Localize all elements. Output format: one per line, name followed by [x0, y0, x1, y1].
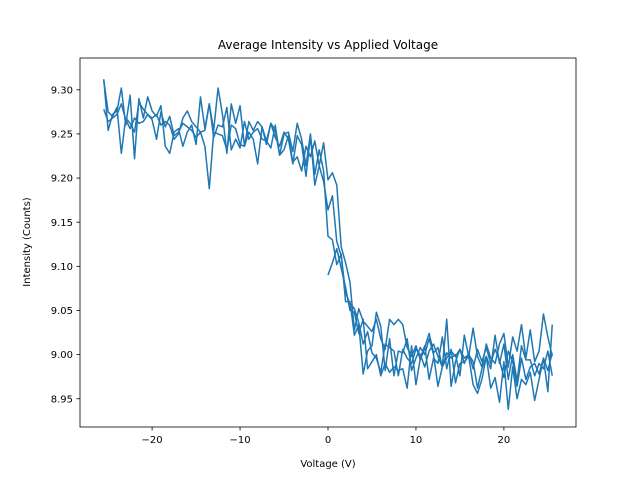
x-axis-ticks: −20 −10 0 10 20: [142, 427, 511, 446]
y-tick-label: 9.30: [51, 85, 73, 96]
y-axis-ticks: 8.95 9.00 9.05 9.10 9.15 9.20 9.25 9.30: [51, 85, 80, 405]
y-tick-label: 9.10: [51, 262, 73, 273]
chart-title: Average Intensity vs Applied Voltage: [218, 38, 438, 52]
y-axis-label: Intensity (Counts): [22, 197, 33, 287]
x-tick-label: −20: [142, 435, 163, 446]
y-tick-label: 9.15: [51, 218, 73, 229]
y-tick-label: 9.20: [51, 174, 73, 185]
plot-frame: [79, 57, 577, 428]
series-line-2: [103, 103, 553, 377]
x-tick-label: 10: [410, 435, 423, 446]
y-tick-label: 9.25: [51, 130, 73, 141]
series-line-4: [327, 247, 554, 411]
plot-lines: [102, 79, 554, 411]
y-tick-label: 9.05: [51, 306, 73, 317]
x-axis-label: Voltage (V): [300, 459, 355, 470]
y-tick-label: 9.00: [51, 350, 73, 361]
series-line-3: [102, 79, 553, 389]
x-tick-label: 20: [498, 435, 511, 446]
x-tick-label: −10: [230, 435, 251, 446]
x-tick-label: 0: [325, 435, 331, 446]
y-tick-label: 8.95: [51, 394, 73, 405]
